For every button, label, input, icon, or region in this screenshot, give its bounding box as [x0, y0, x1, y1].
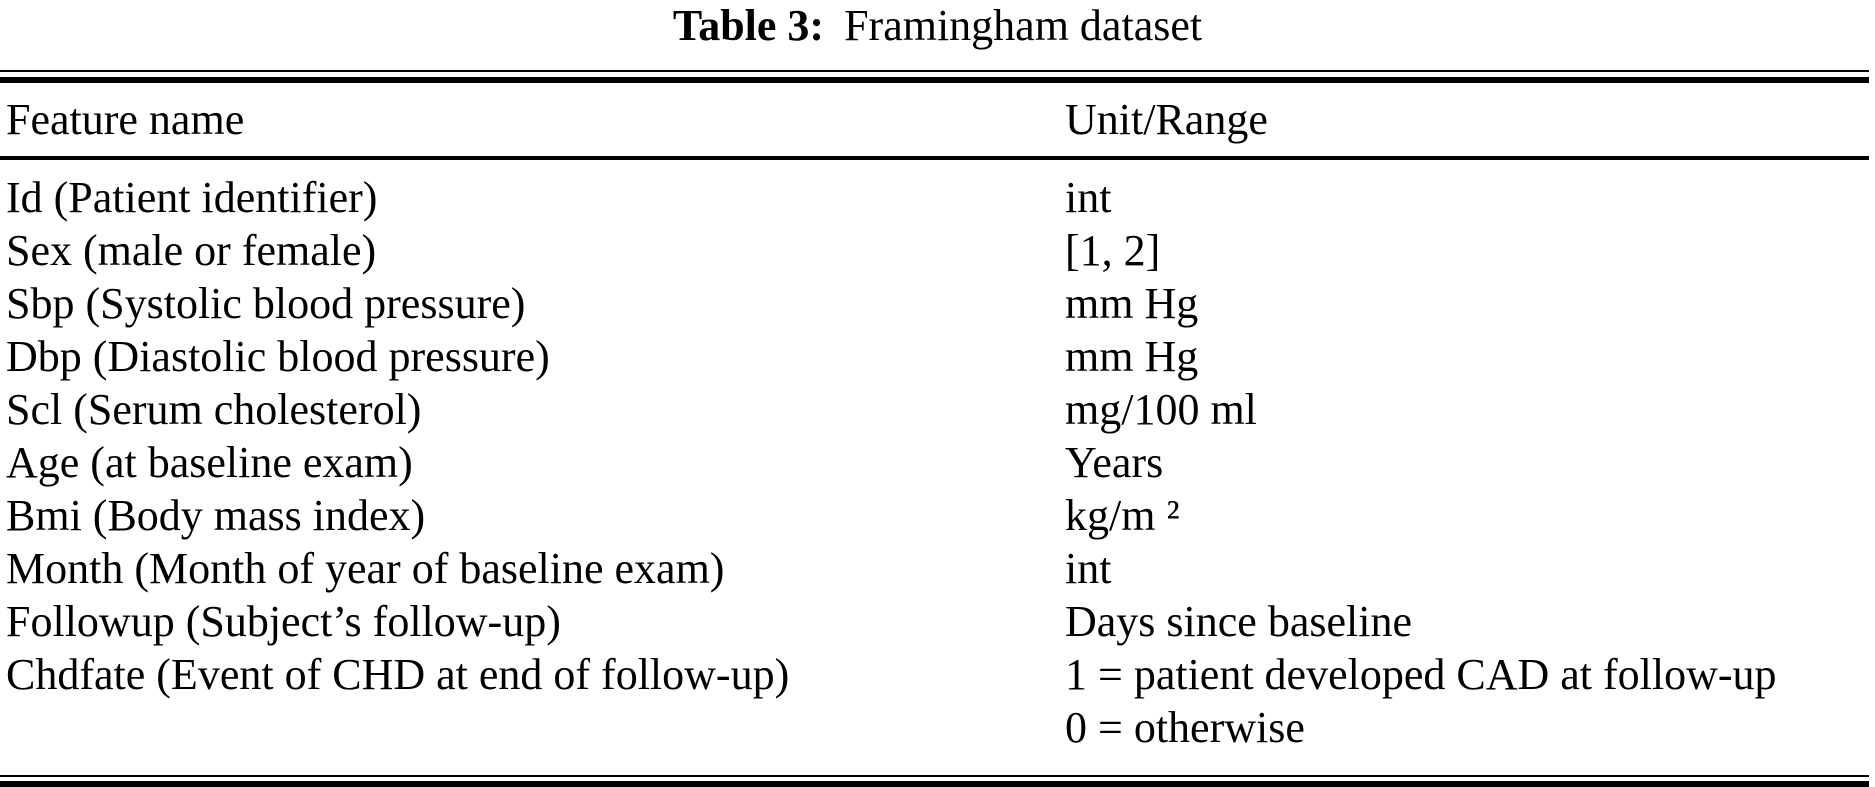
- unit-cell: [1, 2]: [1065, 224, 1875, 277]
- bottom-rule-thin: [0, 775, 1869, 777]
- table-row: Age (at baseline exam) Years: [0, 436, 1875, 489]
- unit-line: int: [1065, 544, 1112, 593]
- feature-cell: Sbp (Systolic blood pressure): [6, 279, 526, 328]
- bottom-rule-thick: [0, 781, 1869, 787]
- unit-cell: Years: [1065, 436, 1875, 489]
- table-body: Id (Patient identifier) int Sex (male or f…: [0, 160, 1875, 775]
- table-row: Scl (Serum cholesterol) mg/100 ml: [0, 383, 1875, 436]
- unit-line: mg/100 ml: [1065, 385, 1257, 434]
- top-rule-thick: [0, 77, 1869, 83]
- top-rule-thin: [0, 70, 1869, 72]
- table-caption: Table 3: Framingham dataset: [0, 0, 1875, 70]
- header-rule: [0, 156, 1869, 160]
- table-row: Bmi (Body mass index) kg/m ²: [0, 489, 1875, 542]
- unit-cell: 1 = patient developed CAD at follow-up 0 …: [1065, 648, 1875, 754]
- unit-cell: kg/m ²: [1065, 489, 1875, 542]
- feature-cell: Age (at baseline exam): [6, 438, 413, 487]
- table-caption-title: Framingham dataset: [844, 1, 1203, 50]
- feature-cell: Month (Month of year of baseline exam): [6, 544, 725, 593]
- feature-cell: Bmi (Body mass index): [6, 491, 426, 540]
- table-row: Dbp (Diastolic blood pressure) mm Hg: [0, 330, 1875, 383]
- unit-line: Days since baseline: [1065, 597, 1412, 646]
- header-unit-range: Unit/Range: [1065, 95, 1268, 144]
- table-row: Followup (Subject’s follow-up) Days since…: [0, 595, 1875, 648]
- unit-cell: int: [1065, 171, 1875, 224]
- header-feature-name: Feature name: [6, 95, 245, 144]
- feature-cell: Dbp (Diastolic blood pressure): [6, 332, 550, 381]
- unit-line: int: [1065, 173, 1112, 222]
- feature-cell: Id (Patient identifier): [6, 173, 378, 222]
- unit-cell: Days since baseline: [1065, 595, 1875, 648]
- framingham-table: Feature name Unit/Range Id (Patient iden…: [0, 70, 1875, 787]
- feature-cell: Followup (Subject’s follow-up): [6, 597, 561, 646]
- table-row: Month (Month of year of baseline exam) in…: [0, 542, 1875, 595]
- table-caption-label: Table 3:: [672, 1, 825, 50]
- feature-cell: Chdfate (Event of CHD at end of follow-u…: [6, 650, 790, 699]
- unit-line: [1, 2]: [1065, 226, 1161, 275]
- unit-cell: int: [1065, 542, 1875, 595]
- unit-cell: mm Hg: [1065, 330, 1875, 383]
- unit-line: mm Hg: [1065, 279, 1199, 328]
- table-row: Sbp (Systolic blood pressure) mm Hg: [0, 277, 1875, 330]
- feature-cell: Sex (male or female): [6, 226, 377, 275]
- unit-line: kg/m ²: [1065, 491, 1180, 540]
- unit-line: mm Hg: [1065, 332, 1199, 381]
- table-header-row: Feature name Unit/Range: [0, 83, 1875, 156]
- unit-line: Years: [1065, 438, 1164, 487]
- unit-line: 1 = patient developed CAD at follow-up: [1065, 650, 1777, 699]
- feature-cell: Scl (Serum cholesterol): [6, 385, 422, 434]
- table-row: Id (Patient identifier) int: [0, 171, 1875, 224]
- unit-cell: mg/100 ml: [1065, 383, 1875, 436]
- table-row: Sex (male or female) [1, 2]: [0, 224, 1875, 277]
- unit-cell: mm Hg: [1065, 277, 1875, 330]
- unit-line: 0 = otherwise: [1065, 703, 1305, 752]
- table-row: Chdfate (Event of CHD at end of follow-u…: [0, 648, 1875, 754]
